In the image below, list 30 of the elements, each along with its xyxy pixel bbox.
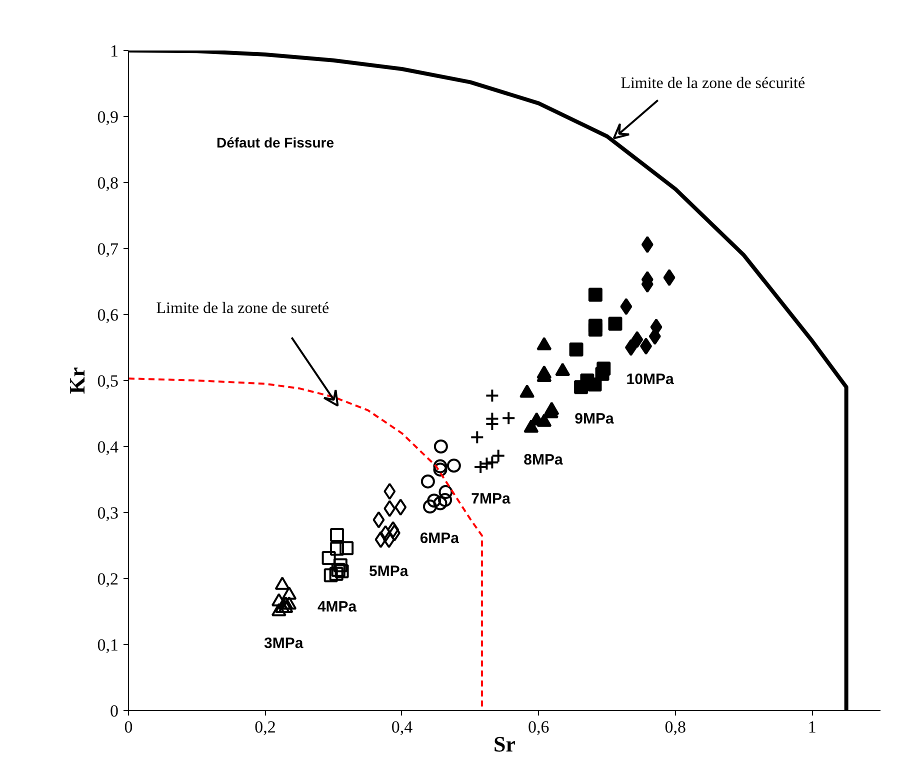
x-tick-label: 0,2 <box>254 718 276 736</box>
series-label: 8MPa <box>524 452 564 469</box>
y-tick-label: 0,1 <box>97 636 118 654</box>
y-tick-label: 0,3 <box>97 504 118 522</box>
series-label: 5MPa <box>369 563 409 580</box>
x-axis-title: Sr <box>494 732 516 756</box>
series-label: 9MPa <box>574 410 615 428</box>
y-tick-label: 0,4 <box>97 438 119 456</box>
annotation: Limite de la zone de sécurité <box>620 74 806 92</box>
y-tick-label: 0,5 <box>97 372 118 390</box>
y-tick-label: 0 <box>110 702 118 720</box>
annotation: Limite de la zone de sureté <box>156 300 330 318</box>
annotation: Défaut de Fissure <box>216 134 334 150</box>
y-tick-label: 0,7 <box>97 240 119 258</box>
x-tick-label: 1 <box>808 718 816 736</box>
x-tick-label: 0 <box>124 718 133 736</box>
y-tick-label: 0,2 <box>97 570 118 588</box>
x-tick-label: 0,4 <box>391 718 414 736</box>
series-label: 10MPa <box>626 371 674 388</box>
y-tick-label: 0,6 <box>97 306 118 324</box>
x-tick-label: 0,6 <box>528 718 550 736</box>
series-label: 6MPa <box>420 530 460 548</box>
x-tick-label: 0,8 <box>664 718 686 736</box>
y-tick-label: 0,8 <box>97 174 118 192</box>
y-tick-label: 0,9 <box>97 108 118 126</box>
series-label: 4MPa <box>317 598 358 616</box>
series-label: 3MPa <box>264 635 304 652</box>
series-label: 7MPa <box>471 490 511 508</box>
y-tick-label: 1 <box>110 42 118 60</box>
y-axis-title: Kr <box>64 366 90 394</box>
